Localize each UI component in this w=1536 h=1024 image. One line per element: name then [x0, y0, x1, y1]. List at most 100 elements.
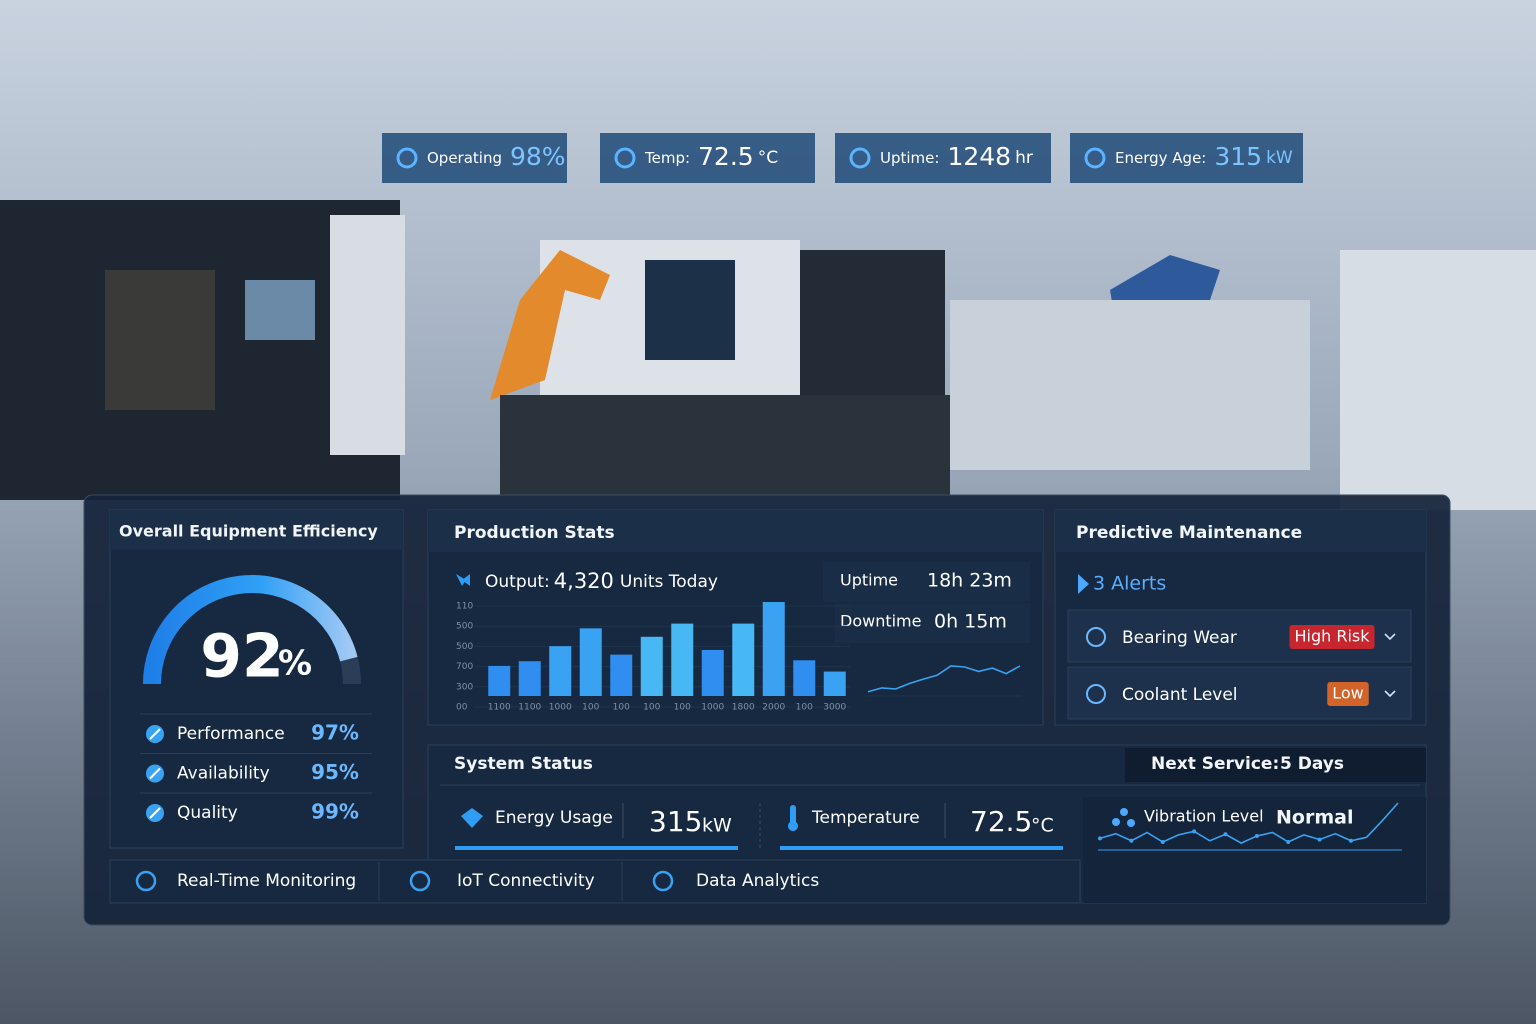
energy-bar — [455, 846, 738, 850]
next-service-bar — [1125, 748, 1426, 782]
temperature-bar — [780, 846, 1063, 850]
y-axis-label: 700 — [456, 662, 473, 672]
vibration-icon — [1112, 808, 1135, 827]
x-axis-label: 1100 — [518, 703, 541, 713]
alert-chevron[interactable] — [1384, 690, 1396, 698]
chip-icon — [396, 147, 418, 169]
alerts-icon — [1078, 574, 1089, 594]
production-header — [428, 510, 1043, 552]
chip-unit: °C — [758, 148, 778, 168]
chip-value: 1248 — [947, 142, 1011, 171]
feature-tabs: Real-Time Monitoring IoT Connectivity Data… — [135, 862, 819, 901]
status-chip — [382, 133, 567, 183]
downtime-value: 0h 15m — [934, 611, 1007, 633]
temperature-label: Temperature — [811, 808, 920, 828]
status-chip — [600, 133, 815, 183]
bar — [793, 660, 816, 696]
vibration-value: Normal — [1276, 807, 1353, 829]
temperature-value: 72.5 — [970, 805, 1032, 838]
alert-chevron[interactable] — [1384, 633, 1396, 641]
trend-point — [1160, 839, 1165, 844]
chip-text: Operating 98% — [427, 142, 566, 171]
x-axis-label: 100 — [613, 703, 630, 713]
output-line: Output: 4,320 Units Today — [485, 569, 718, 593]
chip-icon — [1084, 147, 1106, 169]
factory-scene — [0, 200, 1536, 510]
feature-bar — [109, 859, 1081, 904]
chip-label: Temp: — [644, 149, 690, 167]
feature-icon — [652, 870, 674, 892]
y-axis-label: 500 — [456, 642, 473, 652]
x-axis-label: 100 — [643, 703, 660, 713]
bar — [610, 654, 633, 696]
metric-label: Performance — [177, 724, 285, 744]
bar — [579, 628, 602, 696]
alerts-count: 3 Alerts — [1093, 573, 1166, 595]
y-axis-label: 110 — [456, 602, 473, 612]
downtime-box — [835, 603, 1030, 643]
next-service-label: Next Service: — [1151, 754, 1279, 774]
chip-unit: hr — [1015, 148, 1033, 168]
output-value: 4,320 — [554, 569, 614, 593]
trend-line — [1099, 802, 1399, 845]
feature-label[interactable]: IoT Connectivity — [457, 871, 595, 891]
alert-label: Coolant Level — [1122, 685, 1238, 705]
status-chip — [1070, 133, 1303, 183]
energy-unit: kW — [702, 815, 732, 837]
metric-value: 95% — [311, 760, 359, 784]
x-axis-label: 100 — [582, 703, 599, 713]
alert-list: Bearing Wear High Risk Coolant Level Low — [1067, 609, 1412, 720]
alert-badge — [1327, 682, 1369, 706]
feature-icon — [409, 870, 431, 892]
trend-point — [1129, 838, 1134, 843]
system-title: System Status — [454, 754, 593, 774]
uptime-value: 18h 23m — [927, 570, 1012, 592]
status-chip — [835, 133, 1051, 183]
chip-text: Energy Age: 315 kW — [1115, 142, 1293, 171]
y-axis-label: 300 — [456, 682, 473, 692]
uptime-box — [823, 562, 1030, 602]
bar — [518, 661, 541, 696]
energy-value: 315 — [649, 805, 702, 838]
bar — [762, 602, 785, 696]
trend-point — [1223, 832, 1228, 837]
alert-status: Low — [1332, 684, 1364, 703]
trend-point — [1286, 839, 1291, 844]
alert-badge — [1289, 625, 1375, 649]
trend-point — [1192, 829, 1197, 834]
oee-title: Overall Equipment Efficiency — [119, 522, 378, 541]
chip-text: Uptime: 1248 hr — [880, 142, 1033, 171]
output-label: Output: — [485, 572, 550, 592]
metric-icon-slash — [149, 807, 161, 819]
next-service-value: 5 Days — [1280, 754, 1344, 774]
energy-icon — [461, 808, 483, 828]
x-axis-label: 3000 — [823, 703, 846, 713]
chip-label: Energy Age: — [1115, 149, 1206, 167]
feature-label[interactable]: Data Analytics — [696, 871, 819, 891]
x-axis-label: 1100 — [488, 703, 511, 713]
metric-label: Quality — [177, 803, 238, 823]
y-axis-label: 500 — [456, 622, 473, 632]
bar — [732, 623, 755, 696]
x-axis-label: 100 — [796, 703, 813, 713]
chip-value: 315 — [1214, 142, 1262, 171]
gauge-value — [143, 575, 358, 685]
bar — [488, 665, 511, 696]
x-axis-label: 2000 — [762, 703, 785, 713]
production-chart: 110 500 500 700 300 00 1100 1100 1000 100 100 100 10… — [456, 602, 1022, 713]
chip-text: Temp: 72.5 °C — [644, 142, 778, 171]
chip-value: 72.5 — [698, 142, 754, 171]
chip-icon — [614, 147, 636, 169]
output-icon — [456, 574, 470, 586]
downtime-label: Downtime — [840, 612, 921, 631]
x-axis-label: 100 — [674, 703, 691, 713]
chip-label: Uptime: — [880, 149, 939, 167]
temperature-icon — [787, 805, 798, 832]
temperature-unit: °C — [1031, 815, 1054, 837]
vibration-chart — [1098, 802, 1399, 845]
x-axis-label: 1800 — [732, 703, 755, 713]
energy-label: Energy Usage — [495, 808, 613, 828]
feature-label[interactable]: Real-Time Monitoring — [177, 871, 356, 891]
oee-unit: % — [278, 644, 312, 684]
